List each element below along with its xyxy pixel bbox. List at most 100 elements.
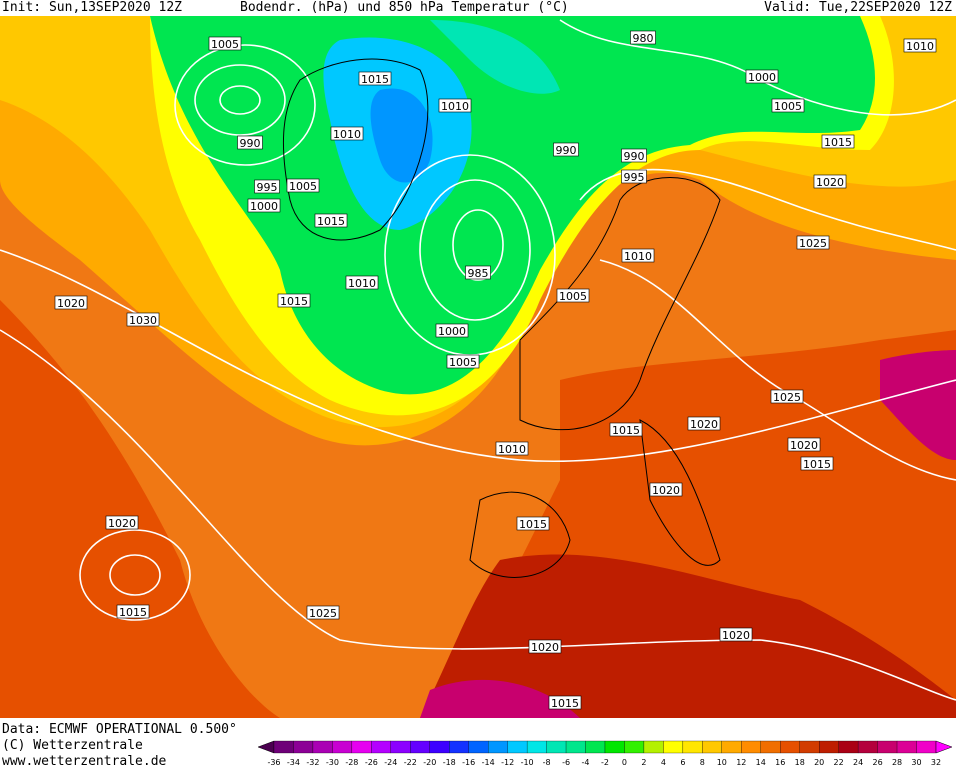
isobar-label-box	[621, 148, 647, 163]
isobar-label: 1015	[358, 71, 392, 86]
isobar-label-box	[116, 604, 150, 619]
isobar-label: 980	[630, 30, 656, 45]
colorbar-swatch	[449, 740, 469, 754]
isobar-label-box	[770, 389, 804, 404]
isobar-label: 985	[465, 265, 491, 280]
isobar-label-box	[609, 422, 643, 437]
colorbar-swatch	[351, 740, 372, 754]
colorbar-swatch	[565, 740, 586, 754]
isobar-label-text: 1015	[317, 215, 345, 228]
colorbar-swatch	[877, 740, 898, 754]
isobar-label-text: 995	[257, 181, 278, 194]
isobar-label-text: 1015	[361, 73, 389, 86]
isobar-label-box	[528, 639, 562, 654]
isobar-label-text: 990	[240, 137, 261, 150]
colorbar-swatch	[488, 740, 508, 754]
colorbar-tick-label: -30	[326, 758, 339, 767]
isobar-label-text: 1010	[498, 443, 526, 456]
isobar-label-box	[345, 275, 379, 290]
isobar-label: 1010	[903, 38, 937, 53]
isobar-label: 1025	[306, 605, 340, 620]
isobar-label-box	[787, 437, 821, 452]
coldest-region	[370, 88, 433, 183]
isobar-label-box	[548, 695, 582, 710]
isobar-label-box	[719, 627, 753, 642]
isobar-label: 1015	[609, 422, 643, 437]
colorbar-tick-label: 32	[931, 758, 941, 767]
isobar-label: 1005	[208, 36, 242, 51]
colorbar-swatch	[507, 740, 528, 754]
isobar-label: 1010	[438, 98, 472, 113]
isobar-label-text: 1020	[816, 176, 844, 189]
isobar-label-box	[358, 71, 392, 86]
isobar-label-box	[435, 323, 469, 338]
isobar-label-box	[286, 178, 320, 193]
colorbar-tick-label: 6	[680, 758, 685, 767]
colorbar-swatch	[643, 740, 664, 754]
colorbar-tick-label: -8	[543, 758, 551, 767]
isobar-label-box	[630, 30, 656, 45]
colorbar-tick-label: 28	[892, 758, 902, 767]
isobar-label: 995	[254, 179, 280, 194]
isobar-label-box	[621, 169, 647, 184]
isobar-label: 995	[621, 169, 647, 184]
colorbar-swatch	[390, 740, 411, 754]
isobar-label-text: 995	[624, 171, 645, 184]
isobar-label-box	[314, 213, 348, 228]
colorbar-swatch	[682, 740, 703, 754]
map-title: Bodendr. (hPa) und 850 hPa Temperatur (°…	[240, 0, 569, 15]
isobar-label-text: 1005	[289, 180, 317, 193]
isobar-label-box	[621, 248, 655, 263]
colorbar-swatch	[429, 740, 450, 754]
colorbar-tick-label: -36	[267, 758, 280, 767]
isobar-label-text: 1010	[333, 128, 361, 141]
isobar-label-text: 1015	[551, 697, 579, 710]
isobar-label-box	[821, 134, 855, 149]
colorbar-tick-label: 30	[911, 758, 921, 767]
isobar-label-box	[237, 135, 263, 150]
isobar-label: 1015	[548, 695, 582, 710]
init-time: Init: Sun,13SEP2020 12Z	[2, 0, 182, 15]
isobar-label-box	[903, 38, 937, 53]
isobars	[0, 19, 956, 701]
isobar-label: 1020	[687, 416, 721, 431]
colorbar-tick-label: -14	[482, 758, 495, 767]
colorbar-tick-label: 10	[717, 758, 727, 767]
colorbar-tick-label: 26	[872, 758, 882, 767]
colorbar-tick-label: 12	[736, 758, 746, 767]
isobar-label-box	[796, 235, 830, 250]
isobar-label-box	[745, 69, 779, 84]
colorbar-tick-label: 8	[700, 758, 705, 767]
colorbar-tick-label: 4	[661, 758, 666, 767]
isobar-label: 1020	[528, 639, 562, 654]
coastlines	[282, 58, 721, 578]
isobar-label-text: 1020	[790, 439, 818, 452]
colorbar-swatch	[468, 740, 489, 754]
isobar-label: 1015	[800, 456, 834, 471]
isobar-label-box	[446, 354, 480, 369]
isobar-label-text: 1020	[531, 641, 559, 654]
data-source: Data: ECMWF OPERATIONAL 0.500°	[2, 722, 237, 737]
colorbar-swatch	[896, 740, 917, 754]
isobar-label: 1000	[745, 69, 779, 84]
isobar-label: 1000	[247, 198, 281, 213]
colorbar-tick-label: -10	[521, 758, 534, 767]
colorbar-tick-label: -32	[306, 758, 319, 767]
isobar-label-box	[800, 456, 834, 471]
isobar-label-box	[277, 293, 311, 308]
isobar-label-box	[771, 98, 805, 113]
colorbar-tick-label: -22	[404, 758, 417, 767]
colorbar-tick-label: 18	[795, 758, 805, 767]
isobar-label: 1005	[286, 178, 320, 193]
isobar-label-text: 990	[624, 150, 645, 163]
colorbar-swatch	[819, 740, 839, 754]
isobar-label-text: 1010	[441, 100, 469, 113]
isobar-label-text: 1005	[559, 290, 587, 303]
colorbar-arrow-high	[935, 740, 953, 754]
colorbar-swatch	[604, 740, 625, 754]
isobar-label-text: 990	[556, 144, 577, 157]
isobar-label-text: 1015	[519, 518, 547, 531]
isobar-label-text: 1025	[309, 607, 337, 620]
isobar-label-text: 1000	[250, 200, 278, 213]
isobar-label-box	[247, 198, 281, 213]
